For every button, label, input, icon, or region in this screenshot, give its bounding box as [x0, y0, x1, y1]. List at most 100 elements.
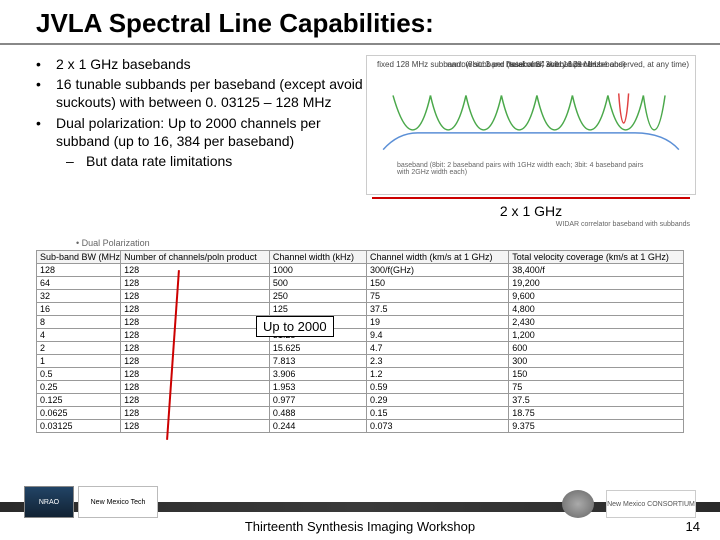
- td: 1.2: [366, 368, 508, 381]
- bullet-item: •16 tunable subbands per baseband (excep…: [36, 75, 366, 111]
- sub-bullet-item: –But data rate limitations: [66, 152, 366, 170]
- td: 250: [269, 290, 366, 303]
- diagram-footer: WIDAR correlator baseband with subbands: [366, 221, 696, 228]
- td: 7.813: [269, 355, 366, 368]
- td: 4,800: [509, 303, 684, 316]
- diagram-box: fixed 128 MHz subband: (8bit: 3 per base…: [366, 55, 696, 228]
- td: 0.0625: [37, 407, 121, 420]
- td: 128: [121, 264, 270, 277]
- td: 0.977: [269, 394, 366, 407]
- diagram-sublabel: baseband (8bit: 2 baseband pairs with 1G…: [397, 162, 657, 176]
- ghz-label: 2 x 1 GHz: [366, 203, 696, 219]
- td: 2,430: [509, 316, 684, 329]
- table-row: 0.031251280.2440.0739.375: [37, 420, 684, 433]
- th: Channel width (kHz): [269, 251, 366, 264]
- td: 0.5: [37, 368, 121, 381]
- td: 75: [509, 381, 684, 394]
- td: 128: [121, 407, 270, 420]
- td: 128: [121, 329, 270, 342]
- logos-right: New Mexico CONSORTIUM: [562, 490, 696, 518]
- td: 125: [269, 303, 366, 316]
- table-row: 212815.6254.7600: [37, 342, 684, 355]
- sub-bullet-text: But data rate limitations: [86, 152, 232, 170]
- td: 600: [509, 342, 684, 355]
- callout-up-to-2000: Up to 2000: [256, 316, 334, 337]
- bullet-item: •2 x 1 GHz basebands: [36, 55, 366, 73]
- td: 9.4: [366, 329, 508, 342]
- td: 32: [37, 290, 121, 303]
- td: 0.073: [366, 420, 508, 433]
- td: 1000: [269, 264, 366, 277]
- table-row: 11287.8132.3300: [37, 355, 684, 368]
- nmc-logo: New Mexico CONSORTIUM: [606, 490, 696, 518]
- nrao-logo: NRAO: [24, 486, 74, 518]
- td: 128: [121, 316, 270, 329]
- td: 300/f(GHz): [366, 264, 508, 277]
- th: Number of channels/poln product: [121, 251, 270, 264]
- table-row: 0.251281.9530.5975: [37, 381, 684, 394]
- td: 0.15: [366, 407, 508, 420]
- td: 38,400/f: [509, 264, 684, 277]
- table-row: 412831.259.41,200: [37, 329, 684, 342]
- th: Total velocity coverage (km/s at 1 GHz): [509, 251, 684, 264]
- td: 19: [366, 316, 508, 329]
- td: 37.5: [509, 394, 684, 407]
- td: 128: [121, 303, 270, 316]
- table-row: 0.51283.9061.2150: [37, 368, 684, 381]
- td: 0.244: [269, 420, 366, 433]
- content-row: •2 x 1 GHz basebands •16 tunable subband…: [0, 55, 720, 228]
- td: 128: [37, 264, 121, 277]
- td: 2: [37, 342, 121, 355]
- td: 37.5: [366, 303, 508, 316]
- td: 500: [269, 277, 366, 290]
- td: 9.375: [509, 420, 684, 433]
- table-row: 32128250759,600: [37, 290, 684, 303]
- table-row: 1281281000300/f(GHz)38,400/f: [37, 264, 684, 277]
- page-number: 14: [686, 519, 700, 534]
- td: 0.59: [366, 381, 508, 394]
- td: 3.906: [269, 368, 366, 381]
- td: 4.7: [366, 342, 508, 355]
- bullet-text: 2 x 1 GHz basebands: [56, 55, 191, 73]
- table-row: 0.1251280.9770.2937.5: [37, 394, 684, 407]
- td: 0.488: [269, 407, 366, 420]
- td: 8: [37, 316, 121, 329]
- dual-pol-label: • Dual Polarization: [76, 238, 684, 248]
- td: 75: [366, 290, 508, 303]
- td: 128: [121, 355, 270, 368]
- table-row: 1612812537.54,800: [37, 303, 684, 316]
- table-header-row: Sub-band BW (MHz) Number of channels/pol…: [37, 251, 684, 264]
- td: 0.29: [366, 394, 508, 407]
- th: Channel width (km/s at 1 GHz): [366, 251, 508, 264]
- td: 15.625: [269, 342, 366, 355]
- td: 64: [37, 277, 121, 290]
- slide-title: JVLA Spectral Line Capabilities:: [0, 0, 720, 45]
- table-row: 6412850015019,200: [37, 277, 684, 290]
- td: 2.3: [366, 355, 508, 368]
- td: 128: [121, 277, 270, 290]
- bullet-item: •Dual polarization: Up to 2000 channels …: [36, 114, 366, 150]
- td: 128: [121, 394, 270, 407]
- td: 0.125: [37, 394, 121, 407]
- td: 128: [121, 342, 270, 355]
- bullet-text: Dual polarization: Up to 2000 channels p…: [56, 114, 366, 150]
- td: 1.953: [269, 381, 366, 394]
- bullet-text: 16 tunable subbands per baseband (except…: [56, 75, 366, 111]
- diagram-label-right: narrow subband (total of 64 subbands can…: [447, 60, 689, 69]
- td: 1: [37, 355, 121, 368]
- table-wrap: • Dual Polarization Sub-band BW (MHz) Nu…: [36, 238, 684, 433]
- td: 16: [37, 303, 121, 316]
- footer-text: Thirteenth Synthesis Imaging Workshop: [0, 519, 720, 534]
- subband-diagram: fixed 128 MHz subband: (8bit: 3 per base…: [366, 55, 696, 195]
- th: Sub-band BW (MHz): [37, 251, 121, 264]
- td: 0.25: [37, 381, 121, 394]
- td: 9,600: [509, 290, 684, 303]
- subband-table: Sub-band BW (MHz) Number of channels/pol…: [36, 250, 684, 433]
- td: 128: [121, 420, 270, 433]
- logos-left: NRAO New Mexico Tech: [24, 486, 158, 518]
- td: 300: [509, 355, 684, 368]
- bullet-list: •2 x 1 GHz basebands •16 tunable subband…: [36, 55, 366, 228]
- td: 128: [121, 290, 270, 303]
- table-row: 0.06251280.4880.1518.75: [37, 407, 684, 420]
- td: 1,200: [509, 329, 684, 342]
